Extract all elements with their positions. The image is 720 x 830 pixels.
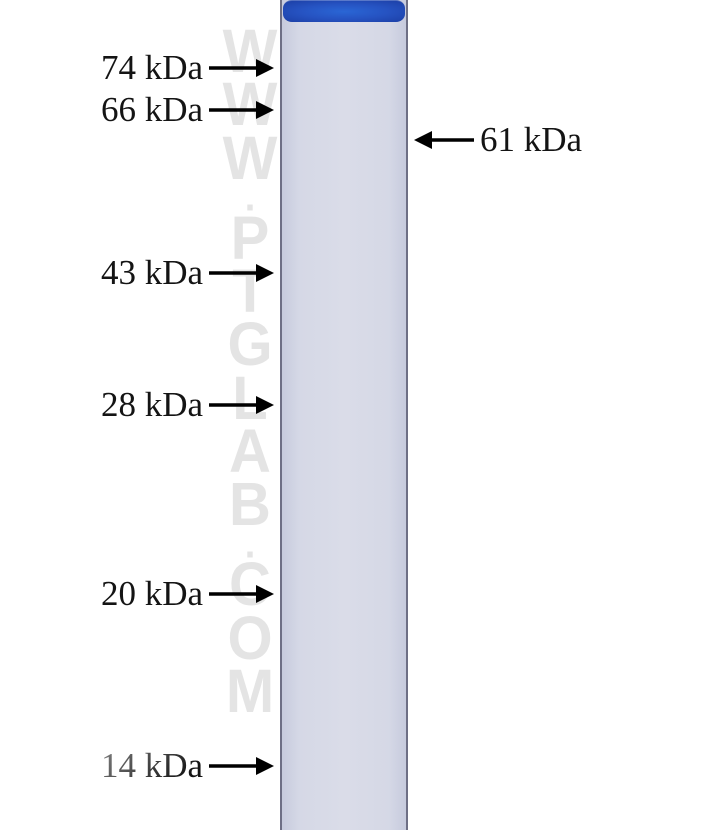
- wm-char: O: [227, 610, 272, 666]
- wm-char: W: [223, 130, 278, 186]
- protein-band: [283, 0, 405, 22]
- marker-label: 74 kDa: [101, 48, 203, 88]
- marker-label: 20 kDa: [101, 574, 203, 614]
- arrow-right-icon: [209, 755, 274, 777]
- wm-char: A: [229, 424, 271, 480]
- arrow-right-icon: [209, 99, 274, 121]
- wm-char: G: [227, 317, 272, 373]
- wm-char: B: [229, 477, 271, 533]
- lane-background: [280, 0, 408, 830]
- marker-left: 43 kDa: [0, 255, 280, 291]
- marker-left: 14 kDa: [0, 748, 280, 784]
- wm-char: .: [245, 531, 256, 559]
- marker-label: 66 kDa: [101, 90, 203, 130]
- wm-char: M: [226, 664, 274, 720]
- arrow-right-icon: [209, 57, 274, 79]
- gel-figure: W W W . P T G L A B . C O M 74 kDa 66 kD…: [0, 0, 720, 830]
- arrow-left-icon: [414, 129, 474, 151]
- lane-edge: [280, 0, 282, 830]
- marker-left: 74 kDa: [0, 50, 280, 86]
- marker-label: 28 kDa: [101, 385, 203, 425]
- gel-lane: [280, 0, 408, 830]
- marker-left: 66 kDa: [0, 92, 280, 128]
- marker-left: 20 kDa: [0, 576, 280, 612]
- marker-label: 14 kDa: [101, 746, 203, 786]
- marker-label: 61 kDa: [480, 120, 582, 160]
- marker-label: 43 kDa: [101, 253, 203, 293]
- arrow-right-icon: [209, 394, 274, 416]
- arrow-right-icon: [209, 262, 274, 284]
- marker-right: 61 kDa: [408, 122, 708, 158]
- arrow-right-icon: [209, 583, 274, 605]
- wm-char: .: [245, 184, 256, 212]
- marker-left: 28 kDa: [0, 387, 280, 423]
